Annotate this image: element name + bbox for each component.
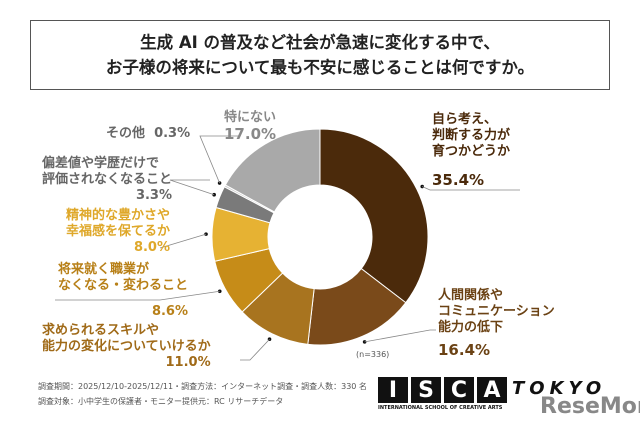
leader-line (159, 233, 207, 249)
label-wellbeing: 精神的な豊かさや 幸福感を保てるか 8.0% (66, 208, 171, 255)
footer-line-1: 調査期間：2025/12/10-2025/12/11・調査方法：インターネット調… (38, 382, 367, 391)
donut-slice (224, 128, 321, 213)
title-line-1: 生成 AI の普及など社会が急速に変化する中で、 (140, 33, 500, 52)
leader-line (169, 179, 215, 196)
label-none: 特にない 17.0% (224, 110, 277, 143)
leader-line (422, 186, 520, 191)
donut-slice (319, 128, 429, 304)
chart-title: 生成 AI の普及など社会が急速に変化する中で、 お子様の将来について最も不安に… (30, 20, 610, 90)
isca-tokyo: TOKYO (512, 378, 607, 399)
label-skills: 求められるスキルや 能力の変化についていけるか 11.0% (42, 323, 211, 370)
label-jobs: 将来就く職業が なくなる・変わること 8.6% (58, 262, 189, 319)
label-relations: 人間関係や コミュニケーション 能力の低下 16.4% (438, 288, 555, 359)
isca-subtitle: INTERNATIONAL SCHOOL OF CREATIVE ARTS (378, 405, 503, 411)
label-think: 自ら考え、 判断する力が 育つかどうか 35.4% (432, 112, 511, 189)
leader-line (240, 338, 270, 361)
resemom-watermark: ReseMom (540, 394, 640, 419)
leader-line (199, 135, 240, 184)
label-other: その他 0.3% (106, 126, 191, 141)
footer-line-2: 調査対象：小中学生の保護者・モニター提供元：RC リサーチデータ (38, 397, 284, 406)
label-grades: 偏差値や学歴だけで 評価されなくなること 3.3% (42, 156, 173, 203)
title-line-2: お子様の将来について最も不安に感じることは何ですか。 (105, 58, 535, 77)
leader-line (55, 290, 220, 301)
sample-size: (n=336) (356, 350, 390, 359)
leader-line (364, 329, 436, 343)
